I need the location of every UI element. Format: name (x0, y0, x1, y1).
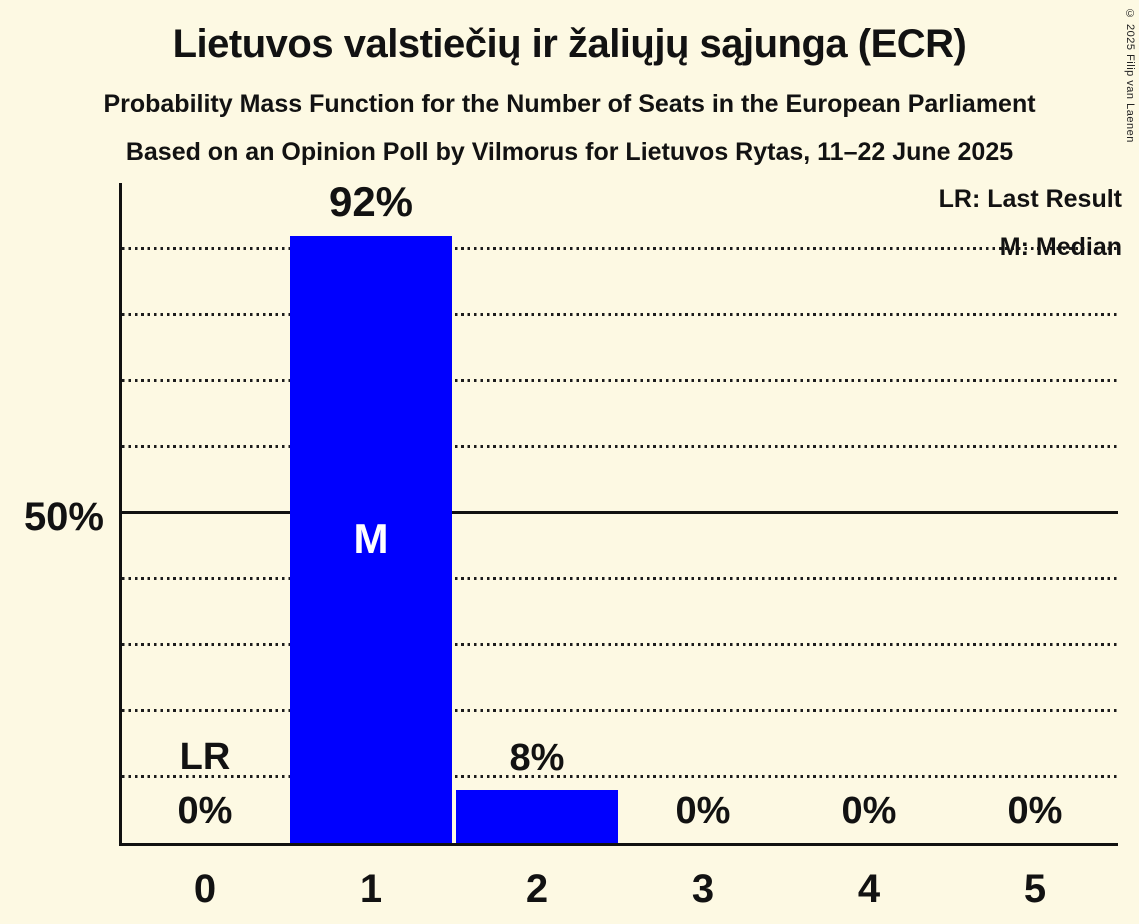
gridline-70pct-dotted (122, 379, 1118, 382)
gridline-20pct-dotted (122, 709, 1118, 712)
gridline-40pct-dotted (122, 577, 1118, 580)
chart-title: Lietuvos valstiečių ir žaliųjų sąjunga (… (172, 22, 967, 66)
chart-subtitle-pmf: Probability Mass Function for the Number… (103, 90, 1036, 118)
x-tick-4: 4 (857, 867, 881, 911)
bar-seats-2 (456, 790, 618, 843)
x-tick-0: 0 (193, 867, 217, 911)
plot-area: 0% 92% 8% 0% 0% 0% LR M (119, 178, 1118, 846)
x-tick-1: 1 (359, 867, 383, 911)
value-label-seats-4: 0% (841, 790, 897, 832)
x-axis-tick-labels: 0 1 2 3 4 5 (122, 866, 1118, 914)
copyright-notice: © 2025 Filip van Laenen (1124, 8, 1136, 143)
last-result-marker: LR (179, 736, 231, 778)
legend-median: M: Median (999, 233, 1122, 261)
value-label-seats-1: 92% (328, 177, 414, 225)
median-marker: M (353, 515, 389, 562)
gridline-10pct-dotted (122, 775, 1118, 778)
gridline-50pct-solid (122, 511, 1118, 514)
value-label-seats-0: 0% (177, 790, 233, 832)
gridline-80pct-dotted (122, 313, 1118, 316)
gridline-30pct-dotted (122, 643, 1118, 646)
gridline-90pct-dotted (122, 247, 1118, 250)
bar-seats-1 (290, 235, 452, 843)
value-label-seats-2: 8% (509, 737, 565, 780)
x-tick-5: 5 (1023, 867, 1047, 911)
y-axis-50pct-label: 50% (23, 495, 104, 539)
x-tick-2: 2 (525, 867, 549, 911)
value-label-seats-5: 0% (1007, 790, 1063, 832)
legend-last-result: LR: Last Result (938, 185, 1122, 213)
gridline-60pct-dotted (122, 445, 1118, 448)
chart-subtitle-poll-source: Based on an Opinion Poll by Vilmorus for… (125, 138, 1014, 166)
value-label-seats-3: 0% (675, 790, 731, 832)
x-tick-3: 3 (691, 867, 715, 911)
